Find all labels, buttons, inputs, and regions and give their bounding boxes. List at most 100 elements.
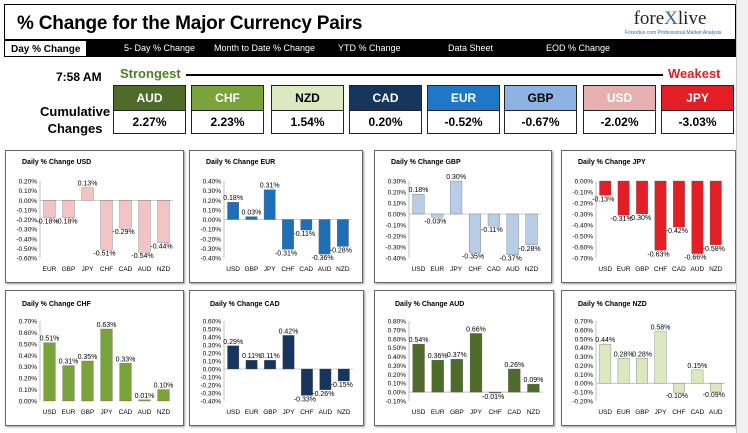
bar-jpy	[263, 189, 276, 220]
bar-usd	[412, 343, 425, 393]
data-label: 0.01%	[135, 393, 155, 400]
chart-panel-usd: Daily % Change USD 0.20% 0.10% 0.00% -0.10% -…	[5, 150, 184, 283]
y-tick-label: 0.40%	[203, 335, 222, 342]
data-label: -0.51%	[93, 250, 115, 257]
x-tick-label: JPY	[655, 409, 668, 416]
rank-box-cad: CAD 0.20%	[349, 85, 422, 134]
bar-eur	[43, 200, 56, 218]
chart-panel-nzd: Daily % Change NZD 0.70% 0.60% 0.50% 0.40% 0.…	[561, 290, 736, 426]
tab-5day-change[interactable]: 5- Day % Change	[124, 43, 196, 53]
data-label: 0.37%	[447, 352, 467, 359]
strongest-label: Strongest	[120, 66, 181, 81]
bar-cad	[673, 180, 685, 228]
chart-title: Daily % Change AUD	[395, 301, 465, 308]
tab-day-change[interactable]: Day % Change	[4, 40, 88, 57]
y-tick-label: 0.10%	[203, 359, 222, 366]
forexlive-logo[interactable]: foreXlive Forexlive.com Professional Mar…	[625, 8, 722, 36]
rank-currency: CAD	[350, 86, 421, 111]
rank-currency: JPY	[662, 86, 733, 111]
y-tick-label: 0.20%	[388, 372, 407, 379]
bar-gbp	[264, 360, 276, 370]
bar-gbp	[245, 216, 258, 220]
bar-cad	[300, 219, 313, 231]
x-tick-label: CAD	[119, 266, 133, 273]
y-tick-label: 0.40%	[203, 179, 222, 186]
bar-usd	[227, 345, 240, 370]
y-tick-label: 0.10%	[388, 381, 407, 388]
x-tick-label: CAD	[672, 266, 686, 273]
chart-panel-aud: Daily % Change AUD 0.80% 0.70% 0.60% 0.50% 0.…	[374, 290, 554, 426]
rank-box-eur: EUR -0.52%	[427, 85, 500, 134]
rank-box-nzd: NZD 1.54%	[271, 85, 344, 134]
data-label: -0.58%	[703, 246, 725, 253]
data-label: 0.35%	[78, 354, 98, 361]
logo-tagline: Forexlive.com Professional Market Analys…	[625, 30, 722, 36]
x-tick-label: GBP	[62, 266, 76, 273]
data-label: 0.15%	[687, 363, 707, 370]
bar-usd	[412, 194, 425, 215]
bar-chf	[489, 391, 502, 394]
y-tick-label: 0.00%	[388, 390, 407, 397]
data-label: -0.30%	[629, 215, 651, 222]
data-label: -0.26%	[312, 391, 334, 398]
x-tick-label: AUD	[318, 266, 332, 273]
x-tick-label: AUD	[709, 409, 723, 416]
data-label: -0.18%	[36, 219, 58, 226]
y-tick-label: 0.30%	[203, 343, 222, 350]
x-tick-label: EUR	[43, 266, 57, 273]
bar-nzd	[337, 368, 350, 382]
y-tick-label: -0.10%	[200, 227, 221, 234]
data-label: 0.03%	[241, 210, 261, 217]
x-tick-label: NZD	[157, 409, 171, 416]
bar-usd	[599, 180, 612, 196]
rank-currency: AUD	[114, 86, 185, 111]
y-tick-label: -0.20%	[572, 399, 593, 406]
y-tick-label: -0.10%	[572, 390, 593, 397]
y-tick-label: -0.20%	[572, 201, 593, 208]
y-tick-label: -0.30%	[200, 246, 221, 253]
bar-chf	[301, 368, 313, 396]
y-tick-label: -0.30%	[16, 227, 37, 234]
data-label: 0.11%	[260, 353, 279, 360]
data-label: 0.54%	[409, 337, 429, 344]
y-tick-label: 0.00%	[575, 381, 594, 388]
y-tick-label: -0.50%	[572, 234, 593, 241]
y-tick-label: 0.50%	[19, 341, 38, 348]
y-tick-label: 0.70%	[388, 327, 407, 334]
y-tick-label: 0.40%	[388, 354, 407, 361]
x-tick-label: NZD	[527, 409, 541, 416]
tab-data-sheet[interactable]: Data Sheet	[448, 43, 494, 53]
data-label: -0.63%	[647, 251, 669, 258]
tab-month-to-date[interactable]: Month to Date % Change	[214, 43, 316, 53]
vertical-scrollbar[interactable]	[736, 0, 748, 433]
y-tick-label: 0.10%	[203, 207, 222, 214]
nav-tabs: Day % Change 5- Day % Change Month to Da…	[4, 40, 736, 57]
data-label: 0.18%	[408, 187, 428, 194]
bar-eur	[617, 358, 630, 384]
y-tick-label: 0.20%	[19, 376, 38, 383]
y-tick-label: -0.20%	[16, 217, 37, 224]
data-label: 0.26%	[504, 362, 524, 369]
tab-ytd-change[interactable]: YTD % Change	[338, 43, 401, 53]
data-label: 0.36%	[428, 353, 448, 360]
x-tick-label: JPY	[470, 409, 483, 416]
rank-box-gbp: GBP -0.67%	[504, 85, 577, 134]
x-tick-label: CAD	[119, 409, 133, 416]
bar-chf	[282, 219, 294, 250]
x-tick-label: AUD	[138, 266, 152, 273]
y-tick-label: -0.30%	[385, 245, 406, 252]
chart-title: Daily % Change CHF	[22, 301, 91, 308]
header-bar: % Change for the Major Currency Pairs fo…	[4, 4, 736, 40]
x-tick-label: USD	[43, 409, 57, 416]
x-tick-label: EUR	[245, 409, 259, 416]
x-tick-label: AUD	[318, 409, 332, 416]
tab-eod-change[interactable]: EOD % Change	[546, 43, 611, 53]
chart-panel-eur: Daily % Change EUR 0.40% 0.30% 0.20% 0.10% 0.…	[189, 150, 363, 283]
x-tick-label: EUR	[62, 409, 76, 416]
bar-nzd	[157, 200, 170, 243]
rank-value: 0.20%	[368, 115, 403, 129]
chart-title: Daily % Change USD	[22, 159, 92, 166]
rank-box-jpy: JPY -3.03%	[661, 85, 734, 134]
data-label: -0.10%	[666, 393, 688, 400]
